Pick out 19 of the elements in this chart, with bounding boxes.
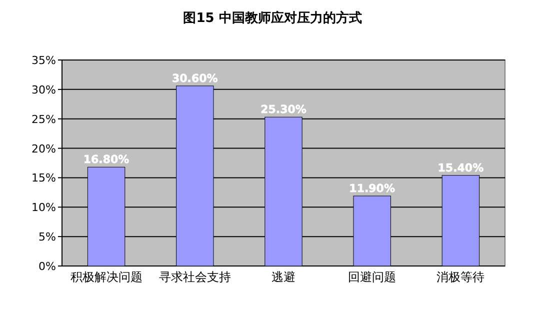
ytick: 0%: [38, 260, 56, 273]
ytick: 15%: [32, 172, 56, 185]
ytick: 25%: [32, 112, 56, 126]
data-label: 11.90%: [349, 182, 396, 195]
xtick: 积极解决问题: [70, 270, 142, 284]
xtick: 消极等待: [436, 270, 485, 284]
data-label: 16.80%: [83, 153, 130, 166]
xtick: 寻求社会支持: [158, 270, 231, 284]
data-label: 25.30%: [260, 103, 306, 116]
ytick: 30%: [32, 83, 56, 96]
data-label: 30.60%: [172, 72, 218, 85]
ytick: 20%: [32, 142, 56, 156]
title: 图15 中国教师应对压力的方式: [183, 11, 362, 26]
data-label: 15.40%: [438, 161, 484, 174]
xtick: 回避问题: [348, 270, 396, 284]
xtick: 逃避: [272, 270, 296, 284]
ytick: 5%: [38, 230, 56, 244]
ytick: 35%: [32, 54, 56, 67]
ytick: 10%: [32, 201, 56, 214]
